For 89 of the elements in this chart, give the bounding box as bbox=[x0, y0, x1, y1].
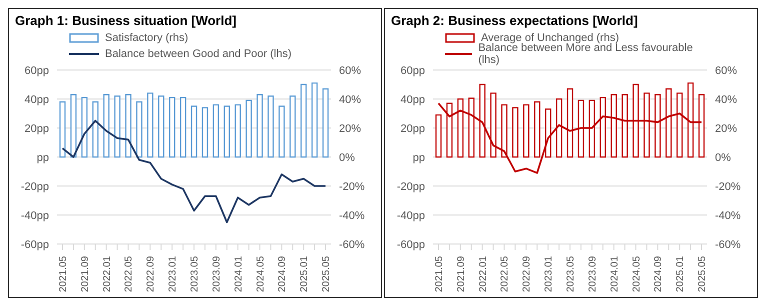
y2-tick-label: -40% bbox=[339, 210, 365, 222]
x-tick-label: 2024.09 bbox=[653, 256, 664, 292]
bar bbox=[512, 107, 518, 158]
chart-title: Graph 1: Business situation [World] bbox=[14, 12, 238, 28]
y-tick-label: -60pp bbox=[20, 238, 49, 251]
y2-tick-label: 60% bbox=[715, 64, 738, 77]
y2-tick-label: 40% bbox=[339, 94, 362, 106]
y-tick-label: -20pp bbox=[396, 180, 425, 193]
x-tick-label: 2022.05 bbox=[124, 256, 135, 292]
bar bbox=[202, 107, 208, 158]
x-tick-label: 2022.01 bbox=[478, 256, 489, 292]
y2-tick-label: 20% bbox=[715, 122, 738, 135]
x-tick-label: 2024.01 bbox=[233, 256, 244, 292]
x-tick-label: 2025.01 bbox=[299, 256, 310, 292]
bar bbox=[246, 100, 252, 158]
bar bbox=[92, 101, 98, 158]
x-tick-label: 2024.05 bbox=[255, 256, 266, 292]
x-tick-label: 2022.05 bbox=[500, 256, 511, 292]
y2-tick-label: 20% bbox=[339, 122, 362, 135]
y-tick-label: 60pp bbox=[400, 64, 425, 77]
bar bbox=[114, 96, 120, 158]
x-tick-label: 2025.01 bbox=[675, 256, 686, 292]
bar bbox=[300, 84, 307, 158]
y-tick-label: 40pp bbox=[400, 94, 425, 106]
x-tick-label: 2021.05 bbox=[58, 256, 69, 292]
y-tick-label: 20pp bbox=[400, 122, 425, 135]
y2-tick-label: -60% bbox=[715, 238, 741, 251]
x-tick-label: 2021.09 bbox=[80, 256, 91, 292]
bar bbox=[70, 94, 77, 158]
bar bbox=[311, 82, 318, 158]
bar bbox=[125, 94, 132, 158]
x-tick-label: 2023.01 bbox=[544, 256, 555, 292]
x-tick-label: 2024.09 bbox=[277, 256, 288, 292]
y-tick-label: -40pp bbox=[396, 210, 425, 222]
y-tick-label: -40pp bbox=[20, 210, 49, 222]
y-tick-label: -20pp bbox=[20, 180, 49, 193]
bar bbox=[59, 101, 66, 158]
legend-label: Satisfactory (rhs) bbox=[105, 32, 188, 44]
chart-title: Graph 2: Business expectations [World] bbox=[390, 12, 639, 28]
x-tick-label: 2023.01 bbox=[168, 256, 179, 292]
y2-tick-label: 40% bbox=[715, 94, 738, 106]
bar bbox=[435, 114, 442, 158]
bar bbox=[278, 106, 285, 158]
y2-tick-label: 60% bbox=[339, 64, 362, 77]
x-tick-label: 2022.01 bbox=[102, 256, 113, 292]
y-tick-label: pp bbox=[412, 152, 425, 164]
x-tick-label: 2023.09 bbox=[587, 256, 598, 292]
y-tick-label: 20pp bbox=[24, 122, 49, 135]
x-tick-label: 2023.09 bbox=[211, 256, 222, 292]
bar bbox=[234, 104, 241, 158]
y2-tick-label: 0% bbox=[715, 152, 732, 164]
y2-tick-label: -60% bbox=[339, 238, 365, 251]
y-tick-label: 40pp bbox=[24, 94, 49, 106]
y2-tick-label: -20% bbox=[339, 180, 365, 193]
x-tick-label: 2023.05 bbox=[190, 256, 200, 292]
bar bbox=[224, 106, 230, 158]
legend-label: Average of Unchanged (rhs) bbox=[481, 32, 619, 44]
line-series bbox=[62, 120, 326, 224]
bar bbox=[103, 94, 110, 158]
y2-tick-label: 0% bbox=[339, 152, 356, 164]
y-tick-label: -60pp bbox=[396, 238, 425, 251]
bar bbox=[180, 96, 186, 158]
y-tick-label: 60pp bbox=[24, 64, 49, 77]
x-tick-label: 2021.09 bbox=[456, 256, 467, 292]
bar bbox=[169, 96, 176, 158]
x-tick-label: 2022.09 bbox=[146, 256, 157, 292]
y-tick-label: pp bbox=[36, 152, 49, 164]
legend-label: Balance between More and Less favourable (lhs) bbox=[478, 42, 694, 66]
bar bbox=[256, 94, 263, 158]
x-tick-label: 2024.05 bbox=[631, 256, 642, 292]
x-tick-label: 2025.05 bbox=[697, 256, 708, 292]
bar bbox=[290, 96, 296, 158]
bar bbox=[523, 104, 530, 158]
bar bbox=[158, 96, 164, 158]
bar bbox=[212, 104, 220, 158]
bar bbox=[136, 101, 142, 158]
bar bbox=[147, 92, 154, 158]
x-tick-label: 2022.09 bbox=[522, 256, 533, 292]
x-tick-label: 2023.05 bbox=[566, 256, 576, 292]
bar bbox=[81, 96, 88, 158]
y2-tick-label: -20% bbox=[715, 180, 741, 193]
bar bbox=[190, 106, 198, 158]
x-tick-label: 2025.05 bbox=[321, 256, 332, 292]
legend-label: Balance between Good and Poor (lhs) bbox=[105, 48, 292, 60]
x-tick-label: 2021.05 bbox=[434, 256, 445, 292]
bar bbox=[268, 96, 274, 158]
x-tick-label: 2024.01 bbox=[609, 256, 620, 292]
y2-tick-label: -40% bbox=[715, 210, 741, 222]
bar bbox=[322, 88, 329, 158]
